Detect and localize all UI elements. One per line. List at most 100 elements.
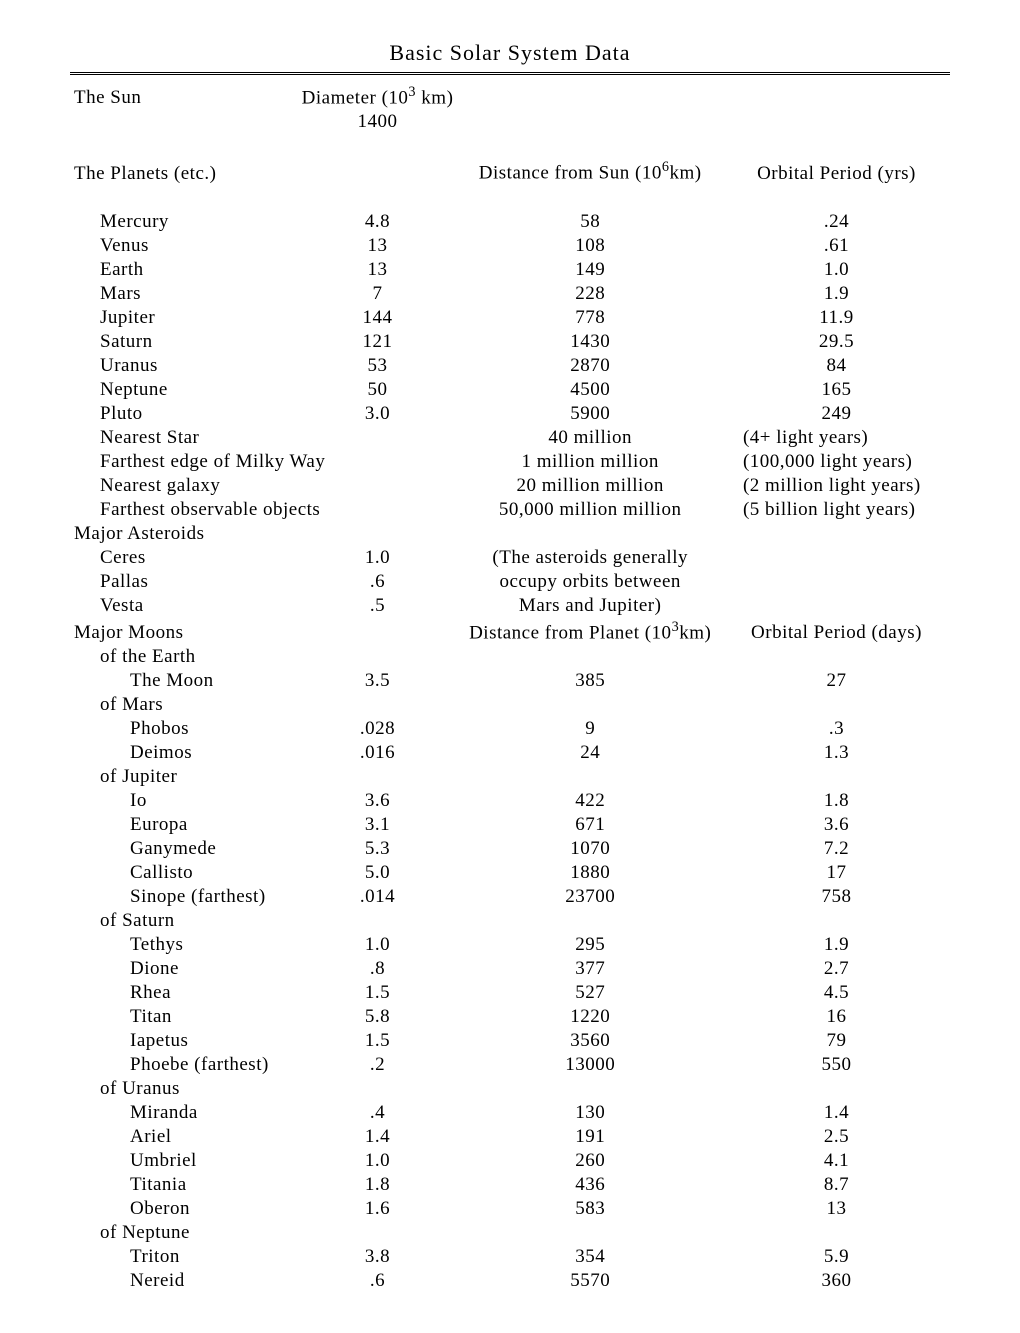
beyond-note: (4+ light years): [723, 426, 950, 450]
planet-period: 84: [723, 354, 950, 378]
beyond-name: Nearest galaxy: [70, 474, 457, 498]
moon-distance: 13000: [457, 1053, 723, 1077]
planet-period: .24: [723, 210, 950, 234]
moon-diameter: .014: [298, 885, 458, 909]
asteroids-header: Major Asteroids: [70, 522, 298, 546]
moon-diameter: 5.8: [298, 1005, 458, 1029]
table-row: Vesta.5Mars and Jupiter): [70, 594, 950, 618]
table-row: Phoebe (farthest).213000550: [70, 1053, 950, 1077]
moon-period: 5.9: [723, 1245, 950, 1269]
moon-period: 3.6: [723, 813, 950, 837]
asteroid-diameter: 1.0: [298, 546, 458, 570]
table-row: The SunDiameter (103 km): [70, 83, 950, 110]
table-row: of Saturn: [70, 909, 950, 933]
table-row: Dione.83772.7: [70, 957, 950, 981]
moon-name: Sinope (farthest): [70, 885, 298, 909]
moon-diameter: 1.6: [298, 1197, 458, 1221]
moon-diameter: 1.5: [298, 1029, 458, 1053]
table-row: Major MoonsDistance from Planet (103km)O…: [70, 618, 950, 645]
table-row: Nearest Star40 million(4+ light years): [70, 426, 950, 450]
moon-distance: 1880: [457, 861, 723, 885]
table-row: Io3.64221.8: [70, 789, 950, 813]
table-row: Nereid.65570360: [70, 1269, 950, 1293]
moon-period: 27: [723, 669, 950, 693]
table-row: Callisto5.0188017: [70, 861, 950, 885]
rule-top: [70, 72, 950, 79]
table-row: Deimos.016241.3: [70, 741, 950, 765]
table-row: The Planets (etc.)Distance from Sun (106…: [70, 158, 950, 185]
planet-name: Neptune: [70, 378, 298, 402]
beyond-distance: 50,000 million million: [457, 498, 723, 522]
moons-header: Major Moons: [70, 618, 298, 645]
asteroid-note: (The asteroids generally: [457, 546, 723, 570]
solar-system-table: The SunDiameter (103 km)1400 The Planets…: [70, 83, 950, 1293]
beyond-distance: 40 million: [457, 426, 723, 450]
planet-diameter: 13: [298, 258, 458, 282]
planet-period: 165: [723, 378, 950, 402]
moon-period: 360: [723, 1269, 950, 1293]
moon-period: 13: [723, 1197, 950, 1221]
table-row: Sinope (farthest).01423700758: [70, 885, 950, 909]
dist-planet-header: Distance from Planet (103km): [457, 618, 723, 645]
table-row: Jupiter14477811.9: [70, 306, 950, 330]
table-row: Uranus53287084: [70, 354, 950, 378]
moon-distance: 23700: [457, 885, 723, 909]
moon-name: Miranda: [70, 1101, 298, 1125]
planet-name: Earth: [70, 258, 298, 282]
moon-name: Titan: [70, 1005, 298, 1029]
table-row: Mars72281.9: [70, 282, 950, 306]
table-row: Ganymede5.310707.2: [70, 837, 950, 861]
table-row: of Mars: [70, 693, 950, 717]
planet-name: Mars: [70, 282, 298, 306]
moon-diameter: .4: [298, 1101, 458, 1125]
moon-name: Europa: [70, 813, 298, 837]
moon-distance: 1070: [457, 837, 723, 861]
moon-period: 17: [723, 861, 950, 885]
moon-name: Triton: [70, 1245, 298, 1269]
moon-distance: 377: [457, 957, 723, 981]
moon-diameter: 3.1: [298, 813, 458, 837]
table-row: Saturn121143029.5: [70, 330, 950, 354]
moon-name: Ariel: [70, 1125, 298, 1149]
beyond-note: (100,000 light years): [723, 450, 950, 474]
table-row: [70, 186, 950, 210]
planet-diameter: 144: [298, 306, 458, 330]
table-row: Farthest edge of Milky Way1 million mill…: [70, 450, 950, 474]
moon-distance: 295: [457, 933, 723, 957]
planet-diameter: 7: [298, 282, 458, 306]
table-row: 1400: [70, 110, 950, 134]
moon-distance: 1220: [457, 1005, 723, 1029]
table-row: Iapetus1.5356079: [70, 1029, 950, 1053]
moon-name: Titania: [70, 1173, 298, 1197]
planet-name: Venus: [70, 234, 298, 258]
moon-name: Deimos: [70, 741, 298, 765]
moon-period: 8.7: [723, 1173, 950, 1197]
planet-distance: 1430: [457, 330, 723, 354]
moon-name: Tethys: [70, 933, 298, 957]
table-row: Rhea1.55274.5: [70, 981, 950, 1005]
moon-name: The Moon: [70, 669, 298, 693]
diameter-header: Diameter (103 km): [298, 83, 458, 110]
table-row: of Jupiter: [70, 765, 950, 789]
planet-distance: 149: [457, 258, 723, 282]
planet-name: Jupiter: [70, 306, 298, 330]
beyond-distance: 20 million million: [457, 474, 723, 498]
table-row: Earth131491.0: [70, 258, 950, 282]
asteroid-note: occupy orbits between: [457, 570, 723, 594]
moon-period: 1.8: [723, 789, 950, 813]
sun-diameter: 1400: [298, 110, 458, 134]
moon-distance: 5570: [457, 1269, 723, 1293]
asteroid-name: Ceres: [70, 546, 298, 570]
moon-group-label: of Jupiter: [70, 765, 298, 789]
moon-diameter: 1.8: [298, 1173, 458, 1197]
asteroid-diameter: .5: [298, 594, 458, 618]
moon-diameter: 1.0: [298, 933, 458, 957]
moon-name: Oberon: [70, 1197, 298, 1221]
planet-period: .61: [723, 234, 950, 258]
moon-diameter: .8: [298, 957, 458, 981]
table-row: of Neptune: [70, 1221, 950, 1245]
planet-distance: 778: [457, 306, 723, 330]
table-row: The Moon3.538527: [70, 669, 950, 693]
table-row: Pallas.6occupy orbits between: [70, 570, 950, 594]
moon-name: Iapetus: [70, 1029, 298, 1053]
